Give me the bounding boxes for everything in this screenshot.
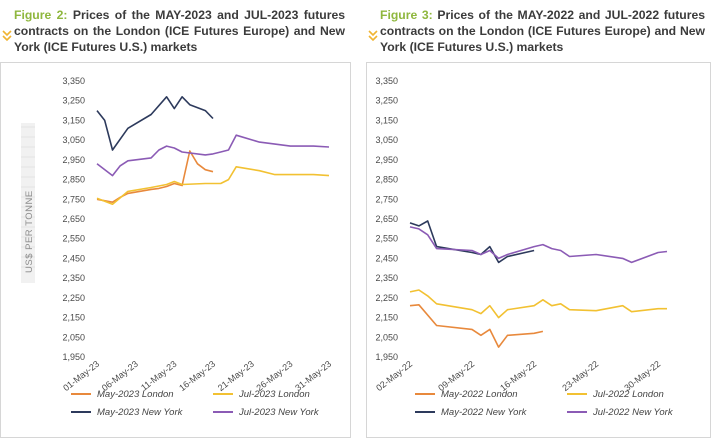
y-tick-label: 3,250 bbox=[375, 96, 398, 106]
legend-item: May-2022 London bbox=[415, 389, 518, 400]
double-chevron-down-icon bbox=[2, 30, 12, 42]
y-tick-label: 2,750 bbox=[62, 194, 85, 204]
legend-label: Jul-2022 New York bbox=[592, 407, 674, 418]
y-tick-label: 2,250 bbox=[375, 293, 398, 303]
x-tick-label: 26-May-23 bbox=[254, 359, 294, 393]
figure-3-chart-frame: US$ PER TONNE3,3503,2503,1503,0502,9502,… bbox=[366, 62, 711, 438]
legend-label: Jul-2023 New York bbox=[238, 407, 320, 418]
y-tick-label: 2,650 bbox=[62, 214, 85, 224]
y-tick-label: 2,450 bbox=[375, 253, 398, 263]
x-tick-label: 11-May-23 bbox=[139, 359, 179, 393]
legend-item: Jul-2022 New York bbox=[567, 407, 674, 418]
double-chevron-down-icon bbox=[368, 30, 378, 42]
y-tick-label: 2,050 bbox=[62, 332, 85, 342]
figure-2-title: Figure 2: Prices of the MAY-2023 and JUL… bbox=[14, 7, 345, 55]
figure-2-panel: Figure 2: Prices of the MAY-2023 and JUL… bbox=[0, 0, 351, 438]
y-tick-label: 3,150 bbox=[62, 115, 85, 125]
figure-3-label: Figure 3: bbox=[380, 8, 433, 22]
y-tick-label: 3,150 bbox=[375, 115, 398, 125]
series-line-jul-2023-new-york bbox=[96, 134, 330, 177]
legend-label: May-2023 New York bbox=[97, 407, 184, 418]
x-tick-label: 23-May-22 bbox=[560, 359, 600, 393]
y-tick-label: 2,150 bbox=[62, 313, 85, 323]
y-tick-label: 2,850 bbox=[62, 175, 85, 185]
y-tick-label: 3,050 bbox=[62, 135, 85, 145]
x-tick-label: 01-May-23 bbox=[61, 359, 101, 393]
legend-label: May-2022 New York bbox=[441, 407, 528, 418]
figure-3-panel: Figure 3: Prices of the MAY-2022 and JUL… bbox=[366, 0, 711, 438]
figure-3-title-text: Prices of the MAY-2022 and JUL-2022 futu… bbox=[380, 8, 706, 54]
y-axis-label-band bbox=[21, 123, 35, 283]
x-tick-label: 06-May-23 bbox=[100, 359, 140, 393]
y-tick-label: 2,150 bbox=[375, 313, 398, 323]
legend-item: May-2023 New York bbox=[71, 407, 184, 418]
y-tick-label: 3,350 bbox=[375, 76, 398, 86]
figure-2-chart: US$ PER TONNE 3,350 3,250 3,150 3,050 2,950 2,… bbox=[21, 76, 333, 418]
y-tick-label: 2,750 bbox=[375, 194, 398, 204]
x-tick-label: 02-May-22 bbox=[374, 359, 414, 393]
legend-item: May-2022 New York bbox=[415, 407, 528, 418]
figure-3-title: Figure 3: Prices of the MAY-2022 and JUL… bbox=[380, 7, 705, 55]
series-line-jul-2022-london bbox=[409, 289, 667, 319]
series-line-may-2023-new-york bbox=[96, 95, 214, 151]
legend-label: May-2023 London bbox=[97, 389, 174, 400]
legend-label: Jul-2022 London bbox=[592, 389, 664, 400]
legend-item: Jul-2023 London bbox=[213, 389, 310, 400]
series-line-may-2023-london bbox=[96, 150, 214, 203]
series-line-jul-2022-new-york bbox=[409, 226, 668, 264]
y-tick-label: 2,950 bbox=[62, 155, 85, 165]
y-tick-label: 2,450 bbox=[62, 253, 85, 263]
y-tick-label: 2,350 bbox=[62, 273, 85, 283]
series-line-may-2022-london bbox=[409, 304, 544, 348]
legend-item: May-2023 London bbox=[71, 389, 174, 400]
y-tick-label: 2,550 bbox=[375, 234, 398, 244]
y-tick-label: 2,950 bbox=[375, 155, 398, 165]
figure-2-label: Figure 2: bbox=[14, 8, 68, 22]
y-tick-label: 1,950 bbox=[375, 352, 398, 362]
figure-2-chart-frame: US$ PER TONNE 3,350 3,250 3,150 3,050 2,950 2,… bbox=[0, 62, 351, 438]
y-tick-label: 3,350 bbox=[62, 76, 85, 86]
y-tick-label: 2,050 bbox=[375, 332, 398, 342]
figure-2-title-text: Prices of the MAY-2023 and JUL-2023 futu… bbox=[14, 8, 346, 54]
y-tick-label: 2,850 bbox=[375, 175, 398, 185]
x-tick-label: 09-May-22 bbox=[436, 359, 476, 393]
figure-3-chart: US$ PER TONNE3,3503,2503,1503,0502,9502,… bbox=[374, 76, 674, 418]
x-tick-label: 16-May-22 bbox=[498, 359, 538, 393]
x-tick-label: 31-May-23 bbox=[293, 359, 333, 393]
legend-label: Jul-2023 London bbox=[238, 389, 310, 400]
x-tick-label: 16-May-23 bbox=[177, 359, 217, 393]
legend-item: Jul-2022 London bbox=[567, 389, 664, 400]
y-tick-label: 2,650 bbox=[375, 214, 398, 224]
series-line-jul-2023-london bbox=[96, 166, 330, 205]
y-tick-label: 3,250 bbox=[62, 96, 85, 106]
legend-label: May-2022 London bbox=[441, 389, 518, 400]
series-line-may-2022-new-york bbox=[409, 220, 535, 264]
legend-item: Jul-2023 New York bbox=[213, 407, 320, 418]
y-tick-label: 2,550 bbox=[62, 234, 85, 244]
y-tick-label: 1,950 bbox=[62, 352, 85, 362]
y-tick-label: 2,250 bbox=[62, 293, 85, 303]
x-tick-label: 21-May-23 bbox=[216, 359, 256, 393]
x-tick-label: 30-May-22 bbox=[622, 359, 662, 393]
y-tick-label: 2,350 bbox=[375, 273, 398, 283]
y-axis-label: US$ PER TONNE bbox=[24, 190, 35, 273]
y-tick-label: 3,050 bbox=[375, 135, 398, 145]
